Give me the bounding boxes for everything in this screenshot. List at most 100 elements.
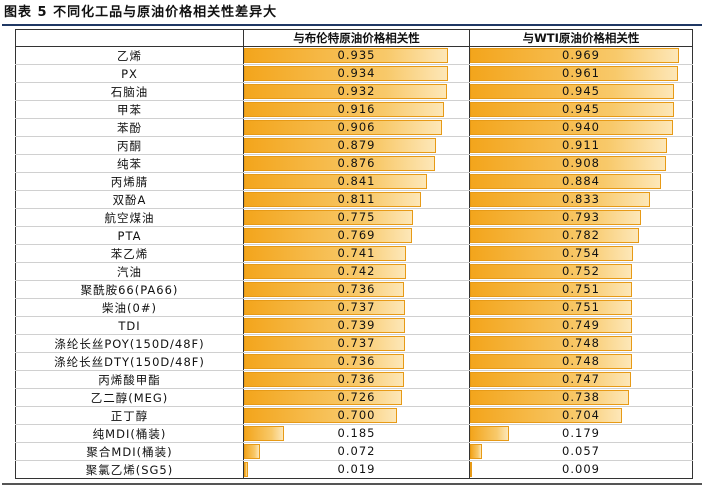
wti-correlation-bar <box>470 228 639 243</box>
brent-correlation-cell: 0.811 <box>243 190 470 209</box>
brent-correlation-cell: 0.775 <box>243 208 470 227</box>
brent-correlation-bar <box>244 228 412 243</box>
brent-correlation-cell: 0.739 <box>243 316 470 335</box>
table-row: 航空煤油 0.775 0.793 <box>15 208 693 227</box>
product-name-cell: 丙酮 <box>15 136 244 155</box>
brent-correlation-value: 0.736 <box>337 354 376 368</box>
brent-correlation-cell: 0.932 <box>243 82 470 101</box>
product-name-cell: 纯MDI(桶装) <box>15 424 244 443</box>
wti-correlation-cell: 0.751 <box>469 298 693 317</box>
table-row: 纯苯 0.876 0.908 <box>15 154 693 173</box>
brent-correlation-bar <box>244 102 444 117</box>
table-row: PX 0.934 0.961 <box>15 64 693 83</box>
brent-correlation-cell: 0.876 <box>243 154 470 173</box>
table-row: PTA 0.769 0.782 <box>15 226 693 245</box>
wti-correlation-bar <box>470 408 622 423</box>
wti-correlation-value: 0.057 <box>562 444 600 458</box>
wti-correlation-cell: 0.908 <box>469 154 693 173</box>
wti-correlation-cell: 0.057 <box>469 442 693 461</box>
title-rule <box>2 24 702 26</box>
product-name-cell: PTA <box>15 226 244 245</box>
brent-correlation-cell: 0.906 <box>243 118 470 137</box>
wti-correlation-cell: 0.179 <box>469 424 693 443</box>
wti-correlation-value: 0.749 <box>562 318 600 332</box>
wti-correlation-cell: 0.748 <box>469 352 693 371</box>
wti-correlation-bar <box>470 372 631 387</box>
table-row: 乙烯 0.935 0.969 <box>15 46 693 65</box>
wti-correlation-bar <box>470 426 509 441</box>
brent-correlation-bar <box>244 444 260 459</box>
brent-correlation-value: 0.876 <box>337 156 376 170</box>
wti-correlation-bar <box>470 120 673 135</box>
wti-correlation-value: 0.940 <box>562 120 600 134</box>
brent-correlation-value: 0.841 <box>337 174 376 188</box>
product-name-cell: 柴油(0#) <box>15 298 244 317</box>
wti-correlation-bar <box>470 336 632 351</box>
brent-correlation-value: 0.726 <box>337 390 376 404</box>
table-row: 聚氯乙烯(SG5) 0.019 0.009 <box>15 460 693 479</box>
wti-correlation-cell: 0.782 <box>469 226 693 245</box>
wti-correlation-value: 0.911 <box>562 138 600 152</box>
brent-correlation-value: 0.737 <box>337 336 376 350</box>
wti-correlation-bar <box>470 192 650 207</box>
brent-correlation-value: 0.700 <box>337 408 376 422</box>
brent-correlation-value: 0.072 <box>337 444 376 458</box>
brent-correlation-bar <box>244 66 448 81</box>
wti-correlation-value: 0.884 <box>562 174 600 188</box>
brent-correlation-cell: 0.726 <box>243 388 470 407</box>
table-header-row: 与布伦特原油价格相关性 与WTI原油价格相关性 <box>15 29 693 47</box>
wti-correlation-cell: 0.969 <box>469 46 693 65</box>
wti-correlation-cell: 0.833 <box>469 190 693 209</box>
bottom-rule <box>2 483 702 485</box>
product-name-cell: 苯酚 <box>15 118 244 137</box>
wti-correlation-cell: 0.748 <box>469 334 693 353</box>
brent-correlation-cell: 0.736 <box>243 352 470 371</box>
wti-correlation-value: 0.908 <box>562 156 600 170</box>
wti-correlation-bar <box>470 354 632 369</box>
wti-correlation-bar <box>470 48 679 63</box>
wti-correlation-cell: 0.961 <box>469 64 693 83</box>
brent-correlation-bar <box>244 246 406 261</box>
brent-correlation-cell: 0.935 <box>243 46 470 65</box>
brent-correlation-bar <box>244 336 405 351</box>
brent-correlation-cell: 0.736 <box>243 370 470 389</box>
brent-correlation-value: 0.019 <box>337 462 376 476</box>
product-name-cell: 纯苯 <box>15 154 244 173</box>
brent-correlation-cell: 0.741 <box>243 244 470 263</box>
brent-correlation-cell: 0.769 <box>243 226 470 245</box>
wti-correlation-cell: 0.793 <box>469 208 693 227</box>
brent-correlation-cell: 0.072 <box>243 442 470 461</box>
brent-correlation-cell: 0.879 <box>243 136 470 155</box>
table-row: 柴油(0#) 0.737 0.751 <box>15 298 693 317</box>
wti-correlation-cell: 0.704 <box>469 406 693 425</box>
brent-correlation-bar <box>244 282 404 297</box>
wti-correlation-cell: 0.751 <box>469 280 693 299</box>
brent-correlation-value: 0.741 <box>337 246 376 260</box>
table-row: 丙酮 0.879 0.911 <box>15 136 693 155</box>
brent-correlation-cell: 0.736 <box>243 280 470 299</box>
wti-correlation-bar <box>470 264 632 279</box>
brent-correlation-bar <box>244 300 405 315</box>
wti-correlation-value: 0.179 <box>562 426 600 440</box>
table-row: 丙烯腈 0.841 0.884 <box>15 172 693 191</box>
product-name-cell: 聚酰胺66(PA66) <box>15 280 244 299</box>
brent-correlation-value: 0.916 <box>337 102 376 116</box>
brent-correlation-bar <box>244 390 402 405</box>
brent-correlation-bar <box>244 264 406 279</box>
wti-correlation-value: 0.961 <box>562 66 600 80</box>
wti-correlation-bar <box>470 462 472 477</box>
wti-correlation-cell: 0.749 <box>469 316 693 335</box>
brent-correlation-bar <box>244 210 413 225</box>
product-name-cell: 双酚A <box>15 190 244 209</box>
brent-correlation-bar <box>244 354 404 369</box>
wti-correlation-value: 0.747 <box>562 372 600 386</box>
brent-correlation-value: 0.769 <box>337 228 376 242</box>
brent-correlation-cell: 0.841 <box>243 172 470 191</box>
brent-correlation-bar <box>244 156 435 171</box>
product-name-cell: 聚氯乙烯(SG5) <box>15 460 244 479</box>
product-name-cell: 正丁醇 <box>15 406 244 425</box>
table-body: 乙烯 0.935 0.969 PX 0.934 0.961 石脑油 0.932 0.945 甲苯 0… <box>15 46 693 479</box>
table-row: 聚酰胺66(PA66) 0.736 0.751 <box>15 280 693 299</box>
brent-correlation-cell: 0.737 <box>243 298 470 317</box>
table-row: 双酚A 0.811 0.833 <box>15 190 693 209</box>
